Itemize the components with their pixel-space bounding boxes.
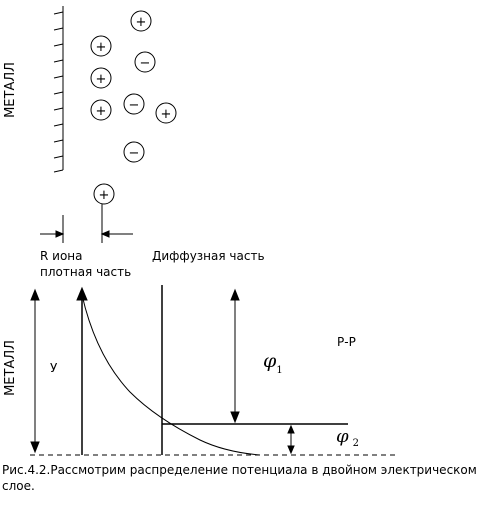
dense-part-label-line1: R иона <box>40 249 83 263</box>
metal-label-top: МЕТАЛЛ <box>3 62 18 118</box>
ion-sign: − <box>129 146 140 161</box>
ion: − <box>123 93 145 115</box>
dense-part-label-line2: плотная часть <box>40 265 131 279</box>
ion: + <box>90 67 112 89</box>
pp-label: Р-Р <box>337 335 356 349</box>
y-label: У <box>50 361 58 375</box>
phi1-label: φ1 <box>263 350 283 376</box>
ion: + <box>130 10 152 32</box>
metal-wall-top <box>53 6 64 173</box>
phi2-double-arrow <box>287 424 295 455</box>
ion-sign: + <box>136 15 147 30</box>
ion: + <box>90 35 112 57</box>
ion-sign: + <box>96 104 107 119</box>
ion-sign: − <box>129 98 140 113</box>
ion-sign: + <box>96 72 107 87</box>
metal-label-bottom: МЕТАЛЛ <box>3 340 18 396</box>
ion-sign: + <box>99 188 110 203</box>
ion: + <box>93 183 115 205</box>
potential-curve <box>81 294 261 456</box>
phi2-subscript: 2 <box>353 438 359 449</box>
diffuse-part-label: Диффузная часть <box>152 249 265 263</box>
figure-caption: Рис.4.2.Рассмотрим распределение потенци… <box>2 463 477 493</box>
phi1-subscript: 1 <box>276 365 282 376</box>
ion-radius-dimension <box>40 204 133 243</box>
y-double-arrow <box>30 288 40 454</box>
ion: + <box>90 99 112 121</box>
ion: + <box>155 102 177 124</box>
ion: − <box>123 141 145 163</box>
phi1-symbol: φ <box>263 350 277 372</box>
ion-sign: + <box>161 107 172 122</box>
metal-surface-axis <box>76 286 88 455</box>
ion: − <box>134 51 156 73</box>
ion-sign: − <box>140 56 151 71</box>
phi1-double-arrow <box>230 288 240 424</box>
phi2-symbol: φ <box>336 426 349 447</box>
ion-sign: + <box>96 40 107 55</box>
